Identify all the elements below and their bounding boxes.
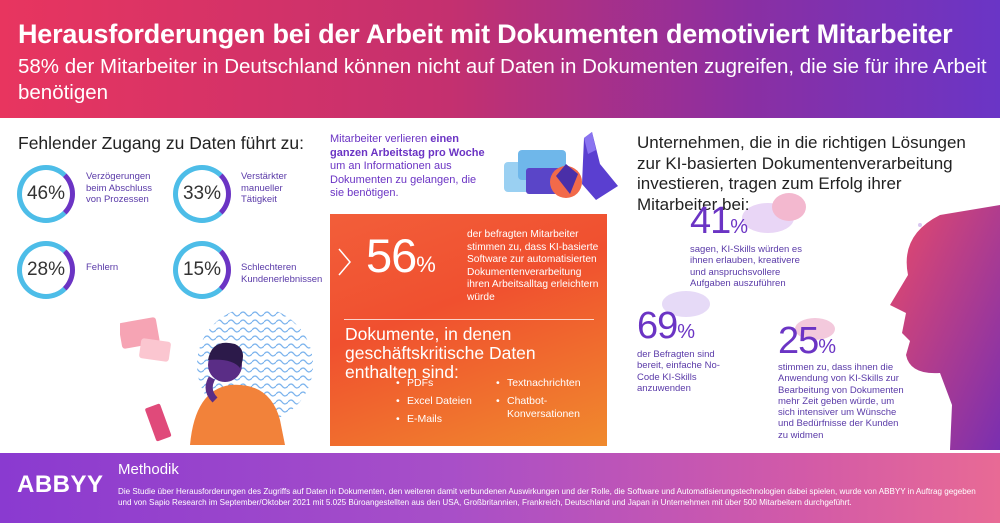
list-item: E-Mails xyxy=(396,413,472,426)
header-banner: Herausforderungen bei der Arbeit mit Dok… xyxy=(0,0,1000,118)
stat-value: 33% xyxy=(182,183,222,204)
cloud-decoration xyxy=(772,193,806,221)
stat-value: 46% xyxy=(26,183,66,204)
cloud-decoration xyxy=(662,291,710,317)
time-loss-post: um an Informationen aus Dokumenten zu ge… xyxy=(330,160,477,199)
card-divider xyxy=(344,319,594,320)
abbyy-logo: ABBYY xyxy=(17,471,104,498)
stat-41: 41% xyxy=(690,200,748,243)
big-stat-56: 56% xyxy=(366,228,436,283)
stat-69: 69% xyxy=(637,305,695,348)
profile-head-illustration xyxy=(890,205,1000,450)
stat-pct: % xyxy=(730,216,748,238)
stat-69-text: der Befragten sind bereit, einfache No-C… xyxy=(637,349,720,394)
stat-pct: % xyxy=(818,336,836,358)
footer: ABBYY Methodik Die Studie über Herausfor… xyxy=(0,453,1000,523)
stat-25: 25% xyxy=(778,320,836,363)
list-item: Chatbot-Konversationen xyxy=(496,395,596,421)
time-loss-pre: Mitarbeiter verlieren xyxy=(330,133,431,145)
chevron-right-icon xyxy=(338,248,351,276)
stat-number: 25 xyxy=(778,320,819,362)
methodology-text: Die Studie über Herausforderungen des Zu… xyxy=(118,487,976,507)
stat-value: 28% xyxy=(26,259,66,280)
list-item: Excel Dateien xyxy=(396,395,472,408)
stat-label: Fehlern xyxy=(86,262,119,273)
stat-41-text: sagen, KI-Skills würden es ihnen erlaube… xyxy=(690,244,802,289)
time-loss-bold: einen ganzen Arbeitstag pro Woche xyxy=(330,133,485,159)
right-heading: Unternehmen, die in die richtigen Lösung… xyxy=(637,133,966,214)
list-item: Textnachrichten xyxy=(496,377,596,390)
stat-value: 15% xyxy=(182,259,222,280)
stat-25-text: stimmen zu, dass ihnen die Anwendung von… xyxy=(778,362,904,441)
methodology-title: Methodik xyxy=(118,461,179,478)
worker-illustration xyxy=(120,310,313,445)
document-types-list-2: Textnachrichten Chatbot-Konversationen xyxy=(496,377,596,426)
page-subtitle: 58% der Mitarbeiter in Deutschland könne… xyxy=(18,55,987,104)
cloud-decoration xyxy=(795,318,835,340)
stat-label: Verstärkter manueller Tätigkeit xyxy=(241,171,287,205)
stat-ring-customer: 15% xyxy=(173,241,231,299)
stat-number: 69 xyxy=(637,305,678,347)
stat-label: Schlechteren Kundenerlebnissen xyxy=(241,262,323,285)
stat-ring-manual: 33% xyxy=(173,165,231,223)
stat-number: 41 xyxy=(690,200,731,242)
time-loss-text: Mitarbeiter verlieren einen ganzen Arbei… xyxy=(330,133,488,201)
big-stat-number: 56 xyxy=(366,229,417,282)
big-stat-pct: % xyxy=(416,252,436,277)
documents-heading: Dokumente, in denen geschäftskritische D… xyxy=(345,324,536,382)
ai-software-card: 56% der befragten Mitarbeiter stimmen zu… xyxy=(330,214,607,446)
list-item: PDFs xyxy=(396,377,472,390)
page-title: Herausforderungen bei der Arbeit mit Dok… xyxy=(18,19,953,49)
left-heading: Fehlender Zugang zu Daten führt zu: xyxy=(18,133,305,153)
document-types-list-1: PDFs Excel Dateien E-Mails xyxy=(396,377,472,431)
stat-ring-errors: 28% xyxy=(17,241,75,299)
stat-ring-delays: 46% xyxy=(17,165,75,223)
stat-label: Verzögerungen beim Abschluss von Prozess… xyxy=(86,171,153,205)
stat-pct: % xyxy=(677,321,695,343)
documents-illustration xyxy=(504,132,618,200)
big-stat-text: der befragten Mitarbeiter stimmen zu, da… xyxy=(467,229,599,303)
